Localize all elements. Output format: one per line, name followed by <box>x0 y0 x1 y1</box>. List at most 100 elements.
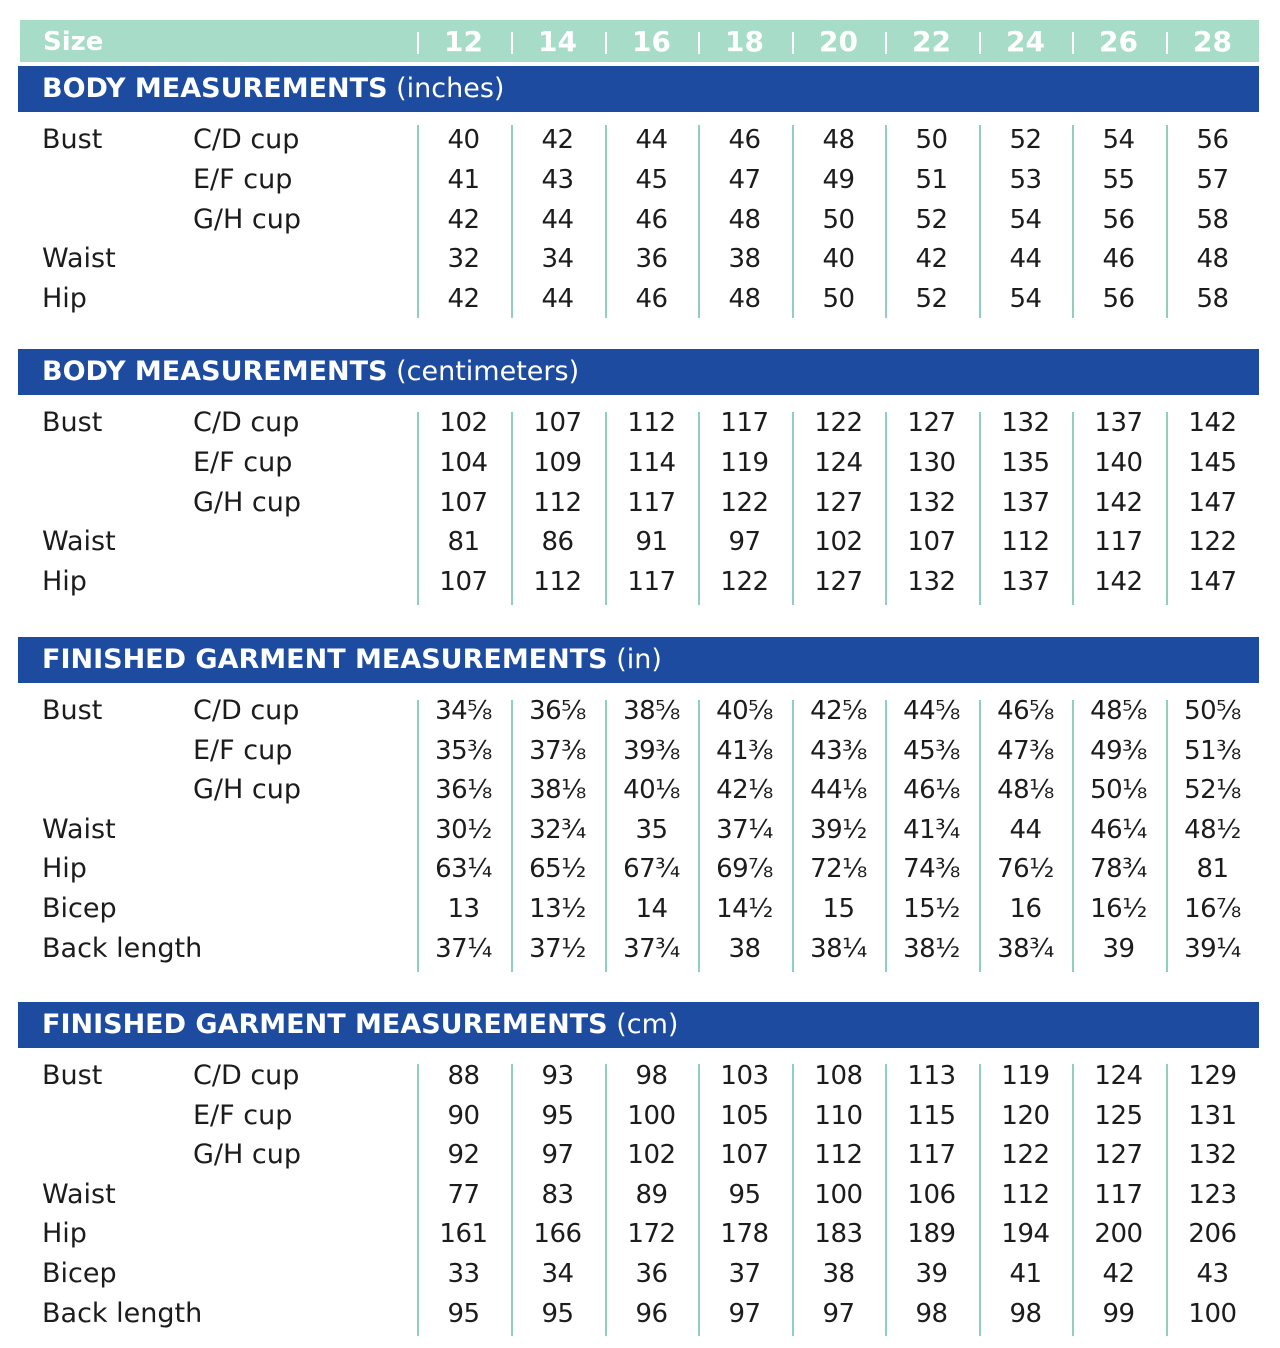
measurement-row: G/H cup 107 112 117 122 127 132 137 142 147 <box>0 487 1280 527</box>
column-divider <box>1072 1064 1074 1336</box>
measurement-value: 46 <box>635 284 668 314</box>
measurement-row: Hip 161 166 172 178 183 189 194 200 206 <box>0 1218 1280 1258</box>
size-column-header: 24 <box>1006 25 1045 58</box>
measurement-value: 42 <box>915 244 948 274</box>
column-divider <box>1166 1064 1168 1336</box>
measurement-value: 200 <box>1094 1219 1143 1249</box>
measurement-value: 50 <box>822 284 855 314</box>
measurement-label: Back length <box>42 1298 203 1329</box>
cup-size-label: C/D cup <box>193 1060 300 1091</box>
measurement-value: 50⅛ <box>1090 775 1147 805</box>
column-divider <box>698 700 700 972</box>
measurement-value: 35⅜ <box>435 736 492 766</box>
cup-size-label: G/H cup <box>193 774 301 805</box>
measurement-value: 132 <box>907 567 956 597</box>
measurement-value: 135 <box>1001 448 1050 478</box>
measurement-value: 102 <box>814 527 863 557</box>
measurement-value: 52⅛ <box>1184 775 1241 805</box>
measurement-value: 34 <box>541 1259 574 1289</box>
measurement-value: 38 <box>728 244 761 274</box>
measurement-value: 47⅜ <box>997 736 1054 766</box>
measurement-value: 106 <box>907 1180 956 1210</box>
measurement-row: E/F cup 90 95 100 105 110 115 120 125 131 <box>0 1100 1280 1140</box>
measurement-value: 48 <box>822 125 855 155</box>
measurement-value: 115 <box>907 1101 956 1131</box>
measurement-value: 53 <box>1009 165 1042 195</box>
measurement-value: 92 <box>447 1140 480 1170</box>
measurement-value: 38¼ <box>810 934 867 964</box>
measurement-value: 15½ <box>903 894 960 924</box>
section-header: BODY MEASUREMENTS (inches) <box>18 66 1259 112</box>
column-divider <box>792 125 794 318</box>
measurement-value: 44 <box>541 205 574 235</box>
measurement-value: 46⅝ <box>997 696 1054 726</box>
column-divider <box>1072 700 1074 972</box>
measurement-row: Bust C/D cup 88 93 98 103 108 113 119 124 129 <box>0 1060 1280 1100</box>
column-divider <box>698 125 700 318</box>
section-title-main: FINISHED GARMENT MEASUREMENTS <box>42 1009 608 1040</box>
column-divider <box>885 700 887 972</box>
column-divider <box>605 412 607 605</box>
measurement-value: 129 <box>1188 1061 1237 1091</box>
measurement-value: 78¾ <box>1090 854 1147 884</box>
measurement-row: Bust C/D cup 102 107 112 117 122 127 132 137 142 <box>0 407 1280 447</box>
measurement-value: 88 <box>447 1061 480 1091</box>
section-title-unit: (cm) <box>616 1009 679 1040</box>
measurement-value: 145 <box>1188 448 1237 478</box>
measurement-value: 109 <box>533 448 582 478</box>
measurement-row: G/H cup 36⅛ 38⅛ 40⅛ 42⅛ 44⅛ 46⅛ 48⅛ 50⅛ 52⅛ <box>0 774 1280 814</box>
measurement-value: 39⅜ <box>623 736 680 766</box>
section-title-unit: (inches) <box>396 73 505 104</box>
measurement-value: 43 <box>541 165 574 195</box>
measurement-value: 44⅝ <box>903 696 960 726</box>
measurement-value: 57 <box>1196 165 1229 195</box>
measurement-value: 55 <box>1102 165 1135 195</box>
measurement-value: 172 <box>627 1219 676 1249</box>
measurement-value: 95 <box>541 1299 574 1329</box>
column-divider <box>1166 700 1168 972</box>
measurement-row: Bust C/D cup 40 42 44 46 48 50 52 54 56 <box>0 124 1280 164</box>
measurement-value: 105 <box>720 1101 769 1131</box>
measurement-value: 83 <box>541 1180 574 1210</box>
measurement-value: 142 <box>1094 488 1143 518</box>
measurement-row: E/F cup 35⅜ 37⅜ 39⅜ 41⅜ 43⅜ 45⅜ 47⅜ 49⅜ 51⅜ <box>0 735 1280 775</box>
measurement-value: 102 <box>627 1140 676 1170</box>
measurement-label: Bicep <box>42 893 117 924</box>
measurement-value: 16 <box>1009 894 1042 924</box>
measurement-value: 45 <box>635 165 668 195</box>
measurement-value: 98 <box>1009 1299 1042 1329</box>
section-title: FINISHED GARMENT MEASUREMENTS (in) <box>42 644 662 676</box>
measurement-value: 52 <box>915 205 948 235</box>
measurement-value: 76½ <box>997 854 1054 884</box>
measurement-value: 37¼ <box>716 815 773 845</box>
column-divider <box>698 412 700 605</box>
measurement-value: 161 <box>439 1219 488 1249</box>
measurement-value: 119 <box>720 448 769 478</box>
column-divider <box>417 125 419 318</box>
measurement-value: 130 <box>907 448 956 478</box>
measurement-value: 90 <box>447 1101 480 1131</box>
column-divider <box>511 700 513 972</box>
measurement-value: 34 <box>541 244 574 274</box>
size-column-header: 28 <box>1193 25 1232 58</box>
measurement-label: Hip <box>42 566 87 597</box>
measurement-value: 32¾ <box>529 815 586 845</box>
measurement-value: 86 <box>541 527 574 557</box>
column-divider <box>605 700 607 972</box>
measurement-value: 107 <box>439 567 488 597</box>
measurement-value: 117 <box>720 408 769 438</box>
measurement-value: 40 <box>447 125 480 155</box>
measurement-value: 46 <box>728 125 761 155</box>
measurement-value: 69⅞ <box>716 854 773 884</box>
size-column-header: 26 <box>1099 25 1138 58</box>
column-divider <box>698 1064 700 1336</box>
measurement-label: Bust <box>42 407 103 438</box>
column-divider <box>792 1064 794 1336</box>
measurement-row: Back length 95 95 96 97 97 98 98 99 100 <box>0 1298 1280 1338</box>
measurement-value: 119 <box>1001 1061 1050 1091</box>
measurement-value: 122 <box>1188 527 1237 557</box>
measurement-value: 117 <box>907 1140 956 1170</box>
column-divider <box>979 700 981 972</box>
measurement-value: 52 <box>1009 125 1042 155</box>
measurement-value: 15 <box>822 894 855 924</box>
